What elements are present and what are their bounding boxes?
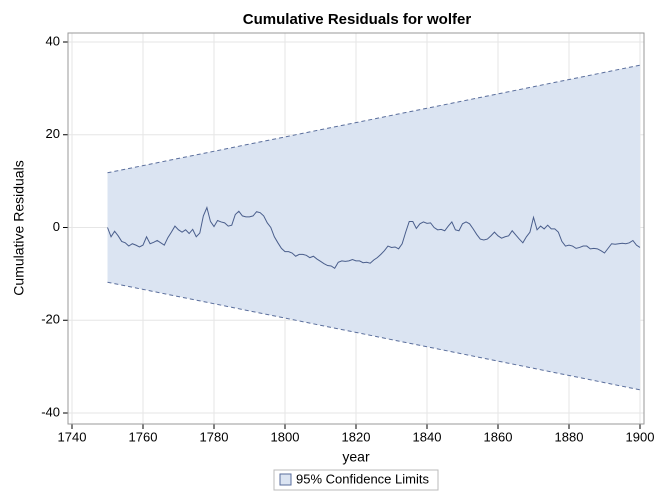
x-axis-label: year [342, 449, 370, 465]
x-tick-label: 1880 [555, 429, 584, 444]
y-axis-label: Cumulative Residuals [11, 160, 27, 295]
y-tick-label: 40 [46, 33, 60, 48]
x-tick-label: 1800 [271, 429, 300, 444]
x-tick-label: 1760 [129, 429, 158, 444]
y-tick-label: 0 [53, 219, 60, 234]
y-tick-label: 20 [46, 126, 60, 141]
x-tick-label: 1860 [484, 429, 513, 444]
plot-frame [67, 32, 645, 425]
residual-line [107, 206, 641, 270]
x-tick-label: 1900 [626, 429, 655, 444]
y-tick-label: -20 [41, 312, 60, 327]
x-tick-label: 1820 [342, 429, 371, 444]
legend-label: 95% Confidence Limits [296, 471, 429, 486]
x-tick-label: 1780 [200, 429, 229, 444]
legend-swatch [279, 473, 292, 486]
x-tick-label: 1840 [413, 429, 442, 444]
y-tick-label: -40 [41, 404, 60, 419]
x-tick-label: 1740 [58, 429, 87, 444]
chart-title: Cumulative Residuals for wolfer [243, 11, 472, 28]
legend-box [273, 469, 439, 491]
